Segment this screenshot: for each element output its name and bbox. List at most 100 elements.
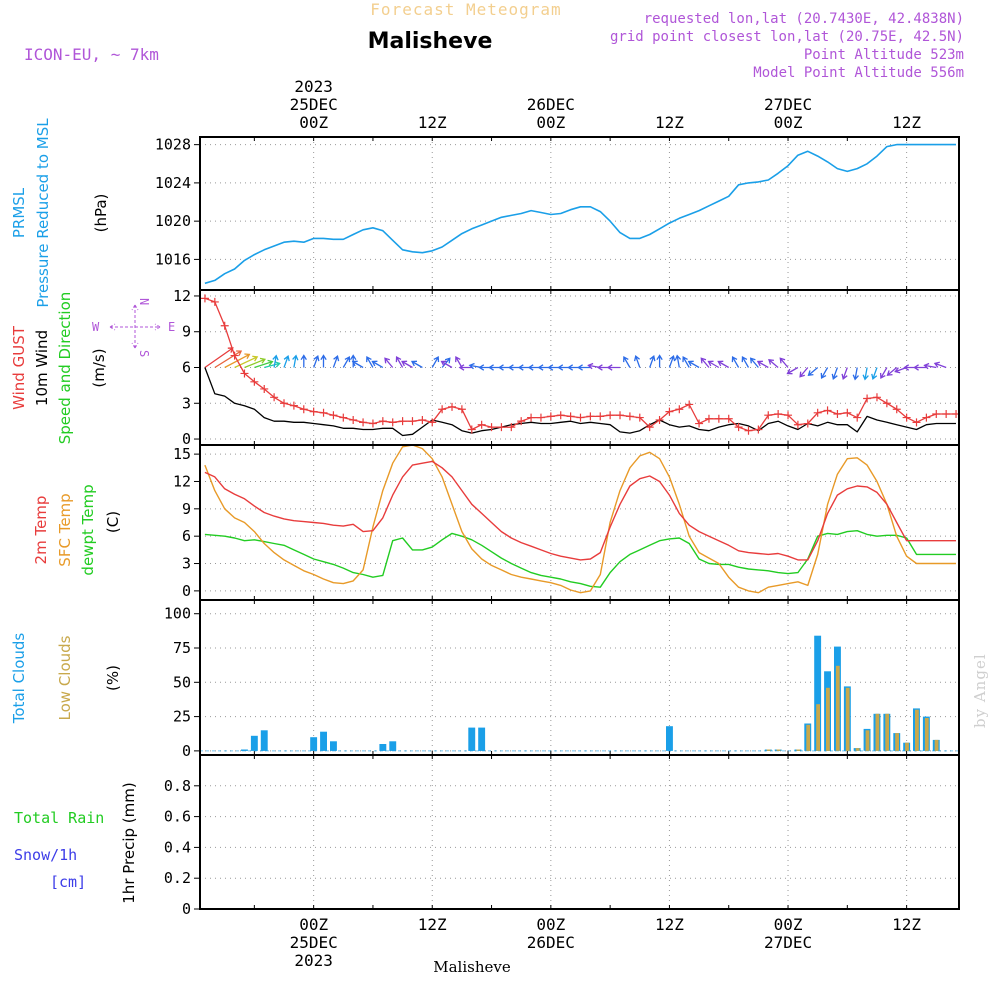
bar-low-clouds [915, 709, 919, 751]
gust-marker [714, 414, 723, 423]
ytick-label-pressure: 1016 [155, 250, 191, 268]
gust-marker [635, 413, 644, 422]
gust-marker [260, 384, 269, 393]
gust-marker [507, 423, 516, 432]
ytick-label-temperature: 12 [173, 472, 191, 490]
wind-arrow [768, 359, 779, 368]
gust-marker [546, 412, 555, 421]
bar-total-clouds [389, 741, 397, 751]
gust-marker [793, 420, 802, 429]
gust-marker [497, 423, 506, 432]
gust-marker [398, 417, 407, 426]
panel-temperature: 0 3 6 9 12 15 2m Temp SFC Temp dewpt Temp (C) [32, 444, 960, 601]
ylabel-precip: 1hr Precip (mm) [120, 782, 138, 903]
bar-low-clouds [845, 687, 850, 751]
gust-marker [813, 408, 822, 417]
wind-arrow [313, 355, 320, 368]
ytick-label-precip: 0.4 [164, 838, 191, 856]
wind-arrow [756, 360, 769, 369]
gust-marker [240, 369, 249, 378]
gust-marker [843, 408, 852, 417]
gust-marker [210, 297, 219, 306]
gust-marker [270, 393, 279, 402]
gust-marker [448, 402, 457, 411]
gust-marker [428, 418, 437, 427]
wind-arrow [700, 357, 710, 368]
ylabel-2m-temp: 2m Temp [32, 496, 50, 565]
gust-marker [359, 418, 368, 427]
wind-arrow [862, 367, 869, 381]
wind-arrow [741, 356, 750, 368]
wind-arrow [283, 355, 290, 368]
gust-marker [319, 408, 328, 417]
bar-total-clouds [478, 727, 486, 751]
ytick-label-pressure: 1024 [155, 174, 191, 192]
ytick-label-temperature: 6 [182, 527, 191, 545]
gust-marker [734, 423, 743, 432]
wind-arrow [799, 367, 809, 378]
bar-total-clouds [250, 735, 258, 751]
wind-arrow [214, 350, 243, 369]
bar-low-clouds [776, 749, 781, 751]
ytick-label-temperature: 15 [173, 445, 191, 463]
footer-location: Malisheve [433, 958, 511, 976]
wind-arrow [395, 356, 404, 368]
wind-arrow [204, 347, 234, 369]
gust-marker [309, 407, 318, 416]
gust-marker [833, 410, 842, 418]
wind-arrow [913, 364, 927, 371]
unit-prmsl: (hPa) [92, 194, 110, 233]
legend-snow: Snow/1h [14, 846, 77, 864]
bar-low-clouds [816, 704, 820, 751]
bar-low-clouds [875, 713, 880, 751]
ytick-label-precip: 0.2 [164, 869, 191, 887]
gust-marker [487, 423, 496, 432]
wind-arrow [749, 357, 759, 368]
wind-arrow [244, 357, 267, 369]
gust-marker [823, 406, 832, 415]
wind-arrow [707, 360, 720, 369]
model-label: ICON-EU, ~ 7km [24, 45, 159, 64]
gust-marker [803, 419, 812, 428]
ylabel-prmsl-desc: Pressure Reduced to MSL [34, 118, 52, 308]
gust-marker [942, 410, 951, 418]
wind-arrow [923, 362, 937, 370]
wind-arrow [933, 361, 947, 369]
bar-low-clouds [766, 749, 771, 751]
gust-marker [784, 411, 793, 420]
bottom-time-label: 00Z [536, 915, 565, 934]
top-time-label: 26DEC [527, 95, 575, 114]
top-time-label: 00Z [299, 113, 328, 132]
plot-area-wind [200, 294, 959, 437]
bar-low-clouds [826, 687, 830, 751]
gust-marker [586, 412, 595, 421]
gust-marker [882, 399, 891, 408]
bar-low-clouds [865, 730, 870, 751]
ylabel-total-clouds: Total Clouds [10, 633, 28, 725]
gust-marker [932, 410, 941, 418]
wind-arrow [623, 356, 631, 368]
ytick-label-clouds: 25 [173, 708, 191, 726]
wind-arrow [455, 356, 463, 368]
bottom-time-label: 12Z [892, 915, 921, 934]
gust-marker [438, 405, 447, 414]
ylabel-sfc-temp: SFC Temp [56, 493, 74, 566]
ylabel-direction: Speed and Direction [56, 292, 74, 445]
ytick-label-temperature: 3 [182, 555, 191, 573]
gust-marker [754, 425, 763, 434]
compass-s: S [137, 350, 151, 357]
title-top: Forecast Meteogram [370, 0, 561, 19]
ylabel-10m-wind: 10m Wind [33, 330, 51, 406]
gridpoint-coords: grid point closest lon,lat (20.75E, 42.5… [610, 29, 964, 45]
wind-arrow [431, 356, 440, 368]
gust-marker [329, 411, 338, 420]
wind-arrow [649, 355, 656, 368]
gust-marker [596, 412, 605, 421]
panel-wind: 0 3 6 9 12 Wind GUST 10m Wind Speed and Directi… [10, 287, 960, 448]
wind-arrow [786, 366, 799, 375]
bar-total-clouds [468, 727, 476, 751]
bar-low-clouds [835, 665, 840, 751]
gust-marker [724, 414, 733, 423]
top-time-label: 25DEC [290, 95, 338, 114]
wind-arrow [401, 360, 413, 369]
